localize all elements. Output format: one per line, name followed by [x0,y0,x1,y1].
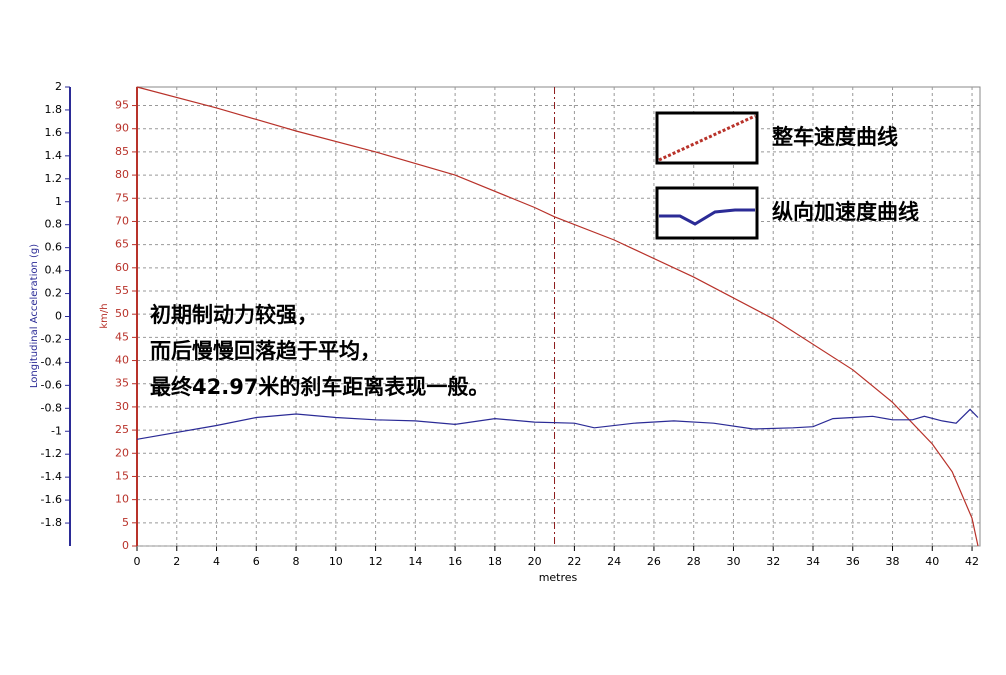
x-tick-label: 10 [329,555,343,568]
x-tick-label: 20 [528,555,542,568]
y2-tick-label: 30 [115,400,129,413]
y2-tick-label: 65 [115,238,129,251]
y2-tick-label: 75 [115,191,129,204]
legend-label: 整车速度曲线 [772,125,898,149]
legend-box [655,186,759,240]
y-tick-label: -1.2 [41,447,62,460]
y-tick-label: 0.4 [45,264,63,277]
x-tick-label: 42 [965,555,979,568]
x-tick-label: 26 [647,555,661,568]
legend-sample [659,208,755,226]
x-tick-label: 22 [567,555,581,568]
y2-tick-label: 85 [115,145,129,158]
x-tick-label: 36 [846,555,860,568]
annotation: 而后慢慢回落趋于平均， [150,339,381,363]
x-tick-label: 32 [766,555,780,568]
x-tick-label: 6 [253,555,260,568]
x-tick-label: 40 [925,555,939,568]
x-tick-label: 16 [448,555,462,568]
x-axis-title: metres [539,571,578,584]
x-tick-label: 12 [369,555,383,568]
annotation: 初期制动力较强， [150,303,318,327]
y-tick-label: -1.8 [41,516,62,529]
annotation: 最终42.97米的刹车距离表现一般。 [150,375,489,399]
y-tick-label: 0.6 [45,241,63,254]
y-tick-label: -0.2 [41,332,62,345]
x-tick-label: 34 [806,555,820,568]
y2-tick-label: 90 [115,122,129,135]
x-tick-label: 30 [726,555,740,568]
y2-tick-label: 25 [115,423,129,436]
series-line [136,86,979,547]
y-tick-label: 1.2 [45,172,63,185]
y2-axis-title: km/h [99,303,110,328]
y2-tick-label: 10 [115,493,129,506]
y-tick-label: -1.4 [41,470,62,483]
y2-tick-label: 45 [115,330,129,343]
legend-label: 纵向加速度曲线 [772,200,919,224]
y2-tick-label: 15 [115,469,129,482]
y-tick-label: -1.6 [41,493,62,506]
y2-tick-label: 95 [115,99,129,112]
x-tick-label: 4 [213,555,220,568]
y-tick-label: 1.6 [45,126,63,139]
y2-tick-label: 35 [115,377,129,390]
y-tick-label: -0.8 [41,401,62,414]
x-tick-label: 8 [293,555,300,568]
y-tick-label: -0.6 [41,378,62,391]
y2-tick-label: 60 [115,261,129,274]
y2-tick-label: 40 [115,354,129,367]
y-tick-label: -1 [51,424,62,437]
y-tick-label: 1 [55,195,62,208]
y-tick-label: -0.4 [41,355,62,368]
y-axis-title: Longitudinal Acceleration (g) [29,244,40,388]
y2-tick-label: 5 [122,516,129,529]
x-tick-label: 2 [173,555,180,568]
y-tick-label: 1.4 [45,149,63,162]
legend: 整车速度曲线 纵向加速度曲线 [655,111,919,240]
y-tick-label: 1.8 [45,103,63,116]
x-tick-label: 14 [408,555,422,568]
y2-tick-label: 55 [115,284,129,297]
y-tick-label: 0.2 [45,287,63,300]
y2-tick-label: 20 [115,446,129,459]
x-tick-label: 18 [488,555,502,568]
legend-sample [658,114,756,162]
y2-tick-label: 0 [122,539,129,552]
y2-tick-label: 80 [115,168,129,181]
y-tick-label: 2 [55,80,62,93]
y-tick-label: 0 [55,310,62,323]
series-line [136,408,979,440]
x-tick-label: 38 [886,555,900,568]
x-tick-label: 28 [687,555,701,568]
x-tick-label: 24 [607,555,621,568]
y-tick-label: 0.8 [45,218,63,231]
y2-tick-label: 70 [115,214,129,227]
y2-tick-label: 50 [115,307,129,320]
x-tick-label: 0 [134,555,141,568]
